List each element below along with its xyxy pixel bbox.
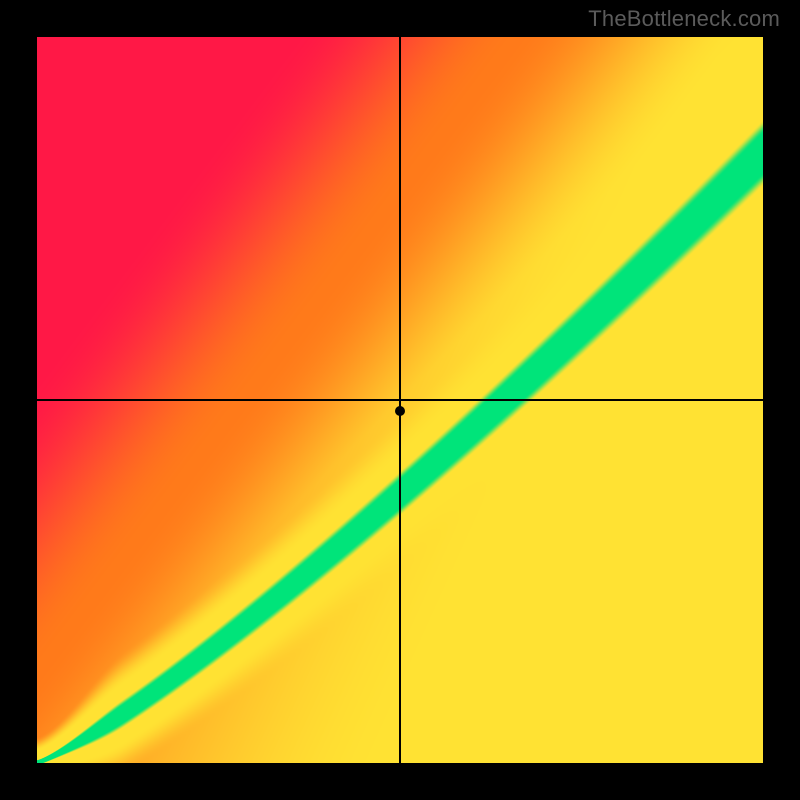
crosshair-marker <box>395 406 405 416</box>
watermark-text: TheBottleneck.com <box>588 6 780 32</box>
crosshair-horizontal <box>37 399 763 400</box>
bottleneck-heatmap <box>37 37 763 763</box>
